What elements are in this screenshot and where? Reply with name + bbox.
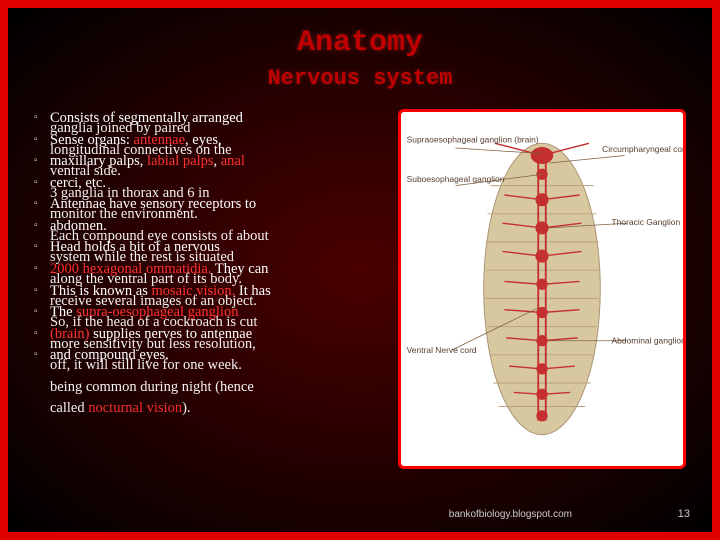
bullet-item: system while the rest is situated (50, 248, 384, 268)
bullet-item: longitudinal connectives on the (50, 141, 384, 161)
bullet-item: So, if the head of a cockroach is cut (50, 313, 384, 333)
bullet-item: being common during night (hence (50, 378, 384, 398)
bullet-item: called nocturnal vision). (50, 399, 384, 419)
bullet-item: off, it will still live for one week. (50, 356, 384, 376)
fig-label-right-2: Abdominal ganglion (612, 336, 683, 346)
fig-label-left-2: Ventral Nerve cord (407, 345, 477, 355)
text-column: Consists of segmentally arrangedSense or… (34, 109, 384, 469)
nervous-system-svg: Supraoesophageal ganglion (brain) Suboes… (401, 112, 683, 466)
fig-label-right-1: Thoracic Ganglion (612, 217, 681, 227)
fig-label-left-1: Suboesophageal ganglion (407, 174, 505, 184)
fig-label-left-0: Supraoesophageal ganglion (brain) (407, 134, 539, 144)
bullet-item: receive several images of an object. (50, 292, 384, 312)
bullet-item: Each compound eye consists of about (50, 227, 384, 247)
bullet-item: ventral side. (50, 162, 384, 182)
bullet-item: more sensitivity but less resolution, (50, 335, 384, 355)
bullet-item: 3 ganglia in thorax and 6 in (50, 184, 384, 204)
bullet-item: ganglia joined by paired (50, 119, 384, 139)
content-row: Consists of segmentally arrangedSense or… (34, 109, 686, 469)
page-title: Anatomy (34, 26, 686, 60)
bullet-item: monitor the environment. (50, 205, 384, 225)
footer-credit: bankofbiology.blogspot.com (449, 509, 572, 520)
bullet-item: along the ventral part of its body. (50, 270, 384, 290)
page-number: 13 (678, 508, 690, 520)
page-subtitle: Nervous system (34, 66, 686, 91)
text-layer-front: ganglia joined by pairedlongitudinal con… (34, 119, 384, 421)
fig-label-right-0: Circumpharyngeal commissure (602, 144, 683, 154)
anatomy-figure: Supraoesophageal ganglion (brain) Suboes… (398, 109, 686, 469)
